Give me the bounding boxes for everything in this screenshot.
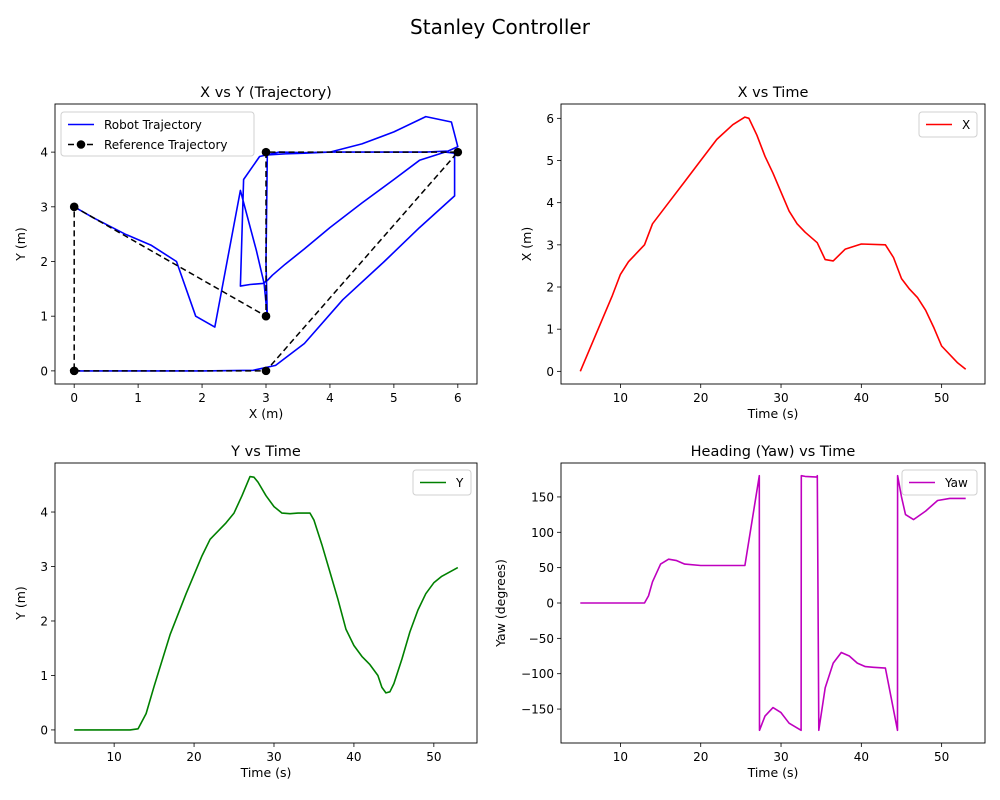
y_time-xtick-label: 50 (426, 750, 441, 764)
trajectory-reference-point (261, 147, 271, 157)
trajectory-xlabel: X (m) (249, 406, 283, 421)
y_time-ytick-label: 1 (40, 669, 48, 683)
y_time-title: Y vs Time (230, 444, 301, 460)
y_time-ytick-label: 0 (40, 723, 48, 737)
x_time-ytick-label: 2 (546, 281, 554, 295)
yaw_time-data (580, 474, 966, 732)
yaw_time-legend: Yaw (901, 469, 978, 496)
y_time-series-y-line (74, 475, 459, 731)
yaw_time-ytick-label: 50 (539, 561, 554, 575)
yaw_time-xlabel: Time (s) (747, 765, 799, 780)
yaw_time-xtick-label: 30 (773, 750, 788, 764)
trajectory-ytick-label: 4 (40, 146, 48, 160)
trajectory-series-robot-trajectory-line (73, 115, 459, 372)
trajectory-frame (54, 103, 478, 385)
trajectory-reference-point (261, 311, 271, 321)
yaw_time-title: Heading (Yaw) vs Time (691, 444, 856, 460)
yaw_time-xtick-label: 50 (934, 750, 949, 764)
x_time-xtick-label: 30 (773, 391, 788, 405)
yaw_time-ylabel: Yaw (degrees) (493, 559, 508, 648)
yaw_time-ytick-label: 150 (531, 490, 554, 504)
y_time-xtick-label: 40 (346, 750, 361, 764)
y_time-ytick-label: 4 (40, 506, 48, 520)
yaw_time-ytick-label: −100 (521, 667, 554, 681)
trajectory-chart: X vs Y (Trajectory) 0 1 2 3 4 5 6 0 1 2 3 4 X (m) Y (m… (13, 85, 478, 421)
yaw_time-legend-box (901, 469, 978, 496)
y-vs-time-chart: Y vs Time 10 20 30 40 50 0 1 2 3 4 Time (s) Y (m) Y (13, 444, 478, 780)
y_time-xtick-label: 10 (107, 750, 122, 764)
x_time-xtick-label: 40 (854, 391, 869, 405)
trajectory-reference-point (261, 366, 271, 376)
x_time-ytick-label: 3 (546, 238, 554, 252)
y_time-frame (54, 462, 478, 744)
trajectory-legend-marker (76, 140, 86, 149)
x_time-series-x-line (579, 116, 967, 372)
yaw_time-ytick-label: −50 (529, 632, 554, 646)
yaw_time-ytick-label: 0 (546, 597, 554, 611)
yaw_time-legend-label: Yaw (944, 476, 968, 490)
trajectory-legend-label: Robot Trajectory (104, 118, 202, 132)
x_time-xtick-label: 20 (693, 391, 708, 405)
yaw_time-xtick-label: 20 (693, 750, 708, 764)
x_time-legend: X (918, 111, 978, 138)
x_time-ylabel: X (m) (519, 227, 534, 261)
x_time-xtick-label: 50 (934, 391, 949, 405)
x_time-title: X vs Time (738, 85, 809, 101)
trajectory-xtick-label: 3 (262, 391, 270, 405)
trajectory-ytick-label: 1 (40, 310, 48, 324)
trajectory-xtick-label: 4 (326, 391, 334, 405)
y_time-xtick-label: 30 (266, 750, 281, 764)
trajectory-ylabel: Y (m) (13, 227, 28, 262)
trajectory-xtick-label: 0 (70, 391, 78, 405)
x_time-xlabel: Time (s) (747, 406, 799, 421)
trajectory-title: X vs Y (Trajectory) (200, 85, 332, 101)
yaw_time-series-yaw-line (580, 474, 966, 732)
y_time-xlabel: Time (s) (240, 765, 292, 780)
trajectory-series-reference-trajectory-line (73, 151, 459, 372)
x_time-ytick-label: 1 (546, 323, 554, 337)
x-vs-time-chart: X vs Time 10 20 30 40 50 0 1 2 3 4 5 6 Time (s) X (m) X (519, 85, 986, 421)
x_time-frame (560, 103, 986, 385)
x_time-legend-label: X (962, 118, 970, 132)
trajectory-legend: Robot Trajectory Reference Trajectory (60, 111, 255, 157)
x_time-xtick-label: 10 (613, 391, 628, 405)
y_time-data (74, 475, 459, 731)
y_time-legend-label: Y (455, 476, 464, 490)
yaw_time-xtick-label: 40 (854, 750, 869, 764)
trajectory-xtick-label: 1 (134, 391, 142, 405)
trajectory-ytick-label: 3 (40, 200, 48, 214)
trajectory-xtick-label: 2 (198, 391, 206, 405)
yaw_time-ytick-label: 100 (531, 526, 554, 540)
trajectory-ytick-label: 0 (40, 364, 48, 378)
figure-title: Stanley Controller (410, 15, 591, 39)
yaw_time-xtick-label: 10 (613, 750, 628, 764)
trajectory-xtick-label: 6 (454, 391, 462, 405)
trajectory-reference-point (69, 366, 79, 376)
trajectory-reference-point (69, 202, 79, 212)
y_time-ytick-label: 2 (40, 614, 48, 628)
yaw_time-frame (560, 462, 986, 744)
yaw_time-ytick-label: −150 (521, 703, 554, 717)
x_time-ytick-label: 5 (546, 154, 554, 168)
y_time-ylabel: Y (m) (13, 586, 28, 621)
trajectory-xtick-label: 5 (390, 391, 398, 405)
y_time-legend: Y (412, 469, 472, 496)
x_time-ytick-label: 4 (546, 196, 554, 210)
y_time-ytick-label: 3 (40, 560, 48, 574)
yaw-vs-time-chart: Heading (Yaw) vs Time 10 20 30 40 50 −150 −100 −… (493, 444, 986, 780)
trajectory-legend-box (60, 111, 255, 157)
trajectory-legend-label: Reference Trajectory (104, 138, 228, 152)
x_time-data (579, 116, 967, 372)
x_time-ytick-label: 0 (546, 365, 554, 379)
trajectory-reference-point (453, 147, 463, 157)
y_time-xtick-label: 20 (186, 750, 201, 764)
trajectory-ytick-label: 2 (40, 255, 48, 269)
x_time-ytick-label: 6 (546, 112, 554, 126)
